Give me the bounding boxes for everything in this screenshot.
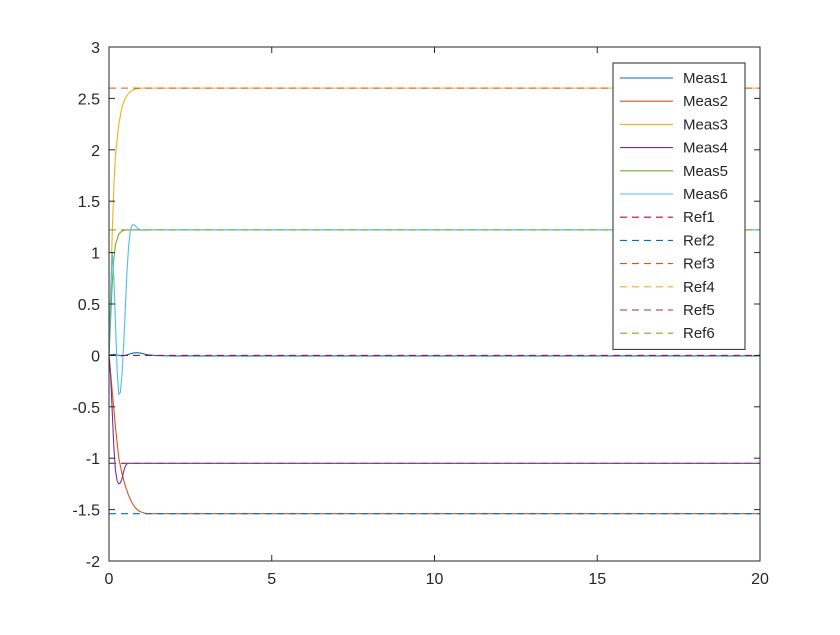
y-tick-label: 3	[91, 40, 100, 57]
legend-label-meas4: Meas4	[683, 140, 728, 157]
x-tick-label: 10	[426, 571, 444, 588]
legend-label-meas6: Meas6	[683, 186, 728, 203]
legend-label-meas2: Meas2	[683, 93, 728, 110]
x-tick-label: 15	[588, 571, 606, 588]
y-tick-label: 2	[91, 143, 100, 160]
axis-layer: 0 5 10 15 20 -2 -1.5 -1 -0.5 0 0.5 1 1.5 2 2.5 3	[72, 40, 769, 588]
series-line-meas2	[109, 355, 760, 515]
series-layer	[109, 87, 760, 515]
x-tick-label: 0	[105, 571, 114, 588]
legend-label-meas3: Meas3	[683, 116, 728, 133]
series-line-meas1	[109, 352, 760, 357]
y-tick-label: -1	[86, 451, 100, 468]
y-tick-label: -0.5	[72, 400, 100, 417]
y-tick-label: -1.5	[72, 503, 100, 520]
legend-label-ref4: Ref4	[683, 279, 715, 296]
legend-label-ref2: Ref2	[683, 232, 715, 249]
y-tick-label: 0	[91, 348, 100, 365]
x-tick-label: 5	[267, 571, 276, 588]
y-tick-label: -2	[86, 554, 100, 571]
legend-label-meas5: Meas5	[683, 163, 728, 180]
legend-label-ref1: Ref1	[683, 209, 715, 226]
legend-label-meas1: Meas1	[683, 70, 728, 87]
legend-label-ref3: Ref3	[683, 256, 715, 273]
y-tick-label: 0.5	[78, 297, 100, 314]
y-tick-label: 1	[91, 246, 100, 263]
legend: Meas1 Meas2 Meas3 Meas4 Meas5 Meas6 Ref1 Ref2 Re…	[612, 62, 746, 350]
y-tick-label: 2.5	[78, 91, 100, 108]
legend-box	[612, 62, 746, 350]
x-tick-label: 20	[751, 571, 769, 588]
legend-label-ref6: Ref6	[683, 325, 715, 342]
legend-label-ref5: Ref5	[683, 302, 715, 319]
y-tick-label: 1.5	[78, 194, 100, 211]
